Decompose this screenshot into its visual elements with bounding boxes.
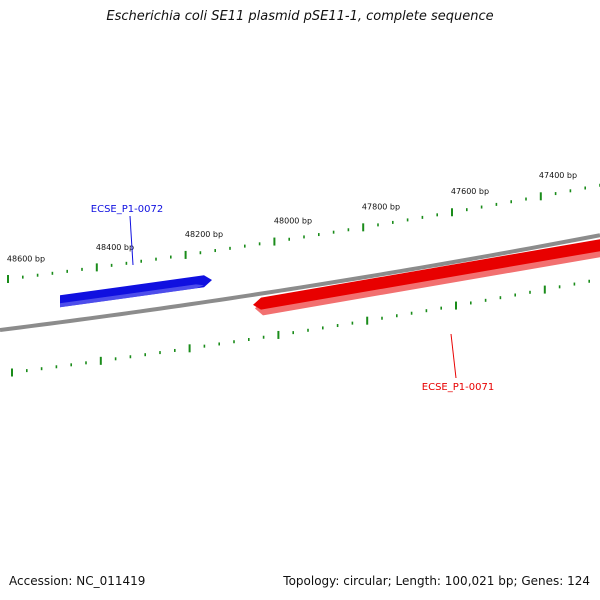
outer-tick-ring bbox=[7, 183, 600, 283]
gene-ecse-p1-0071[interactable] bbox=[253, 239, 600, 316]
gene-label-leader-forward bbox=[129, 215, 134, 266]
position-label: 47400 bp bbox=[539, 171, 577, 180]
position-label: 47800 bp bbox=[362, 202, 400, 211]
position-labels: 47400 bp 47600 bp 47800 bp 48000 bp 48200 bp… bbox=[7, 171, 577, 264]
position-label: 48000 bp bbox=[274, 217, 312, 226]
sequence-summary: Topology: circular; Length: 100,021 bp; … bbox=[283, 574, 590, 588]
inner-tick-ring bbox=[11, 279, 591, 377]
accession-text: Accession: NC_011419 bbox=[9, 574, 146, 588]
plasmid-backbone bbox=[0, 233, 600, 332]
gene-label-reverse[interactable]: ECSE_P1-0071 bbox=[422, 382, 494, 393]
gene-arrow-reverse[interactable] bbox=[253, 239, 600, 310]
gene-label-forward[interactable]: ECSE_P1-0072 bbox=[91, 204, 163, 215]
gene-ecse-p1-0072[interactable] bbox=[60, 275, 212, 308]
position-label: 48200 bp bbox=[185, 230, 223, 239]
position-label: 47600 bp bbox=[451, 187, 489, 196]
gene-arrow-forward-shade bbox=[60, 284, 204, 308]
position-label: 48400 bp bbox=[96, 243, 134, 252]
gene-label-leader-reverse bbox=[450, 333, 457, 379]
position-label: 48600 bp bbox=[7, 255, 45, 264]
map-title: Escherichia coli SE11 plasmid pSE11-1, c… bbox=[106, 9, 494, 24]
